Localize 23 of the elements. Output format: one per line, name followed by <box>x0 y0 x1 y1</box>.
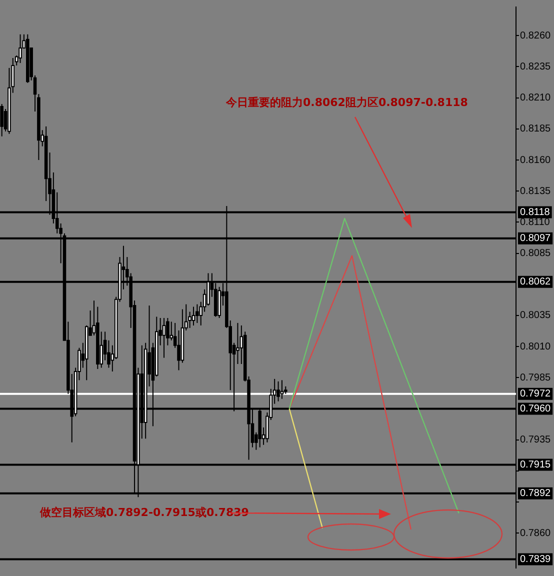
y-tick-label: 0.7985 <box>520 372 552 384</box>
y-tick-label: 0.8235 <box>520 61 552 72</box>
ref-line-label: 0.8062 <box>520 276 552 288</box>
ref-line-label: 0.7839 <box>520 554 552 566</box>
y-tick-label: 0.8110 <box>520 216 550 228</box>
y-tick-label: 0.7935 <box>520 434 552 446</box>
y-tick-label: 0.8185 <box>520 124 552 135</box>
y-tick-label: 0.8035 <box>520 310 552 322</box>
y-tick-label: 0.8010 <box>520 341 552 352</box>
y-tick-label: 0.8160 <box>520 154 552 166</box>
y-tick-label: 0.8085 <box>520 248 552 260</box>
y-tick-label: 0.8135 <box>520 186 552 197</box>
annotation: 今日重要的阻力0.8062阻力区0.8097-0.8118 <box>226 95 468 110</box>
ref-line-label: 0.7915 <box>520 460 552 471</box>
y-tick-label: 0.8210 <box>520 92 552 104</box>
ref-line-label: 0.7972 <box>520 388 552 400</box>
ref-line-label: 0.8118 <box>520 206 550 218</box>
ref-line-label: 0.8097 <box>520 233 552 244</box>
annotation: 做空目标区域0.7892-0.7915或0.7839 <box>40 505 249 520</box>
y-tick-label: 0.8260 <box>520 30 552 42</box>
y-tick-label: 0.7860 <box>520 528 552 539</box>
ref-line-label: 0.7892 <box>520 488 552 500</box>
ref-line-label: 0.7960 <box>520 404 552 415</box>
